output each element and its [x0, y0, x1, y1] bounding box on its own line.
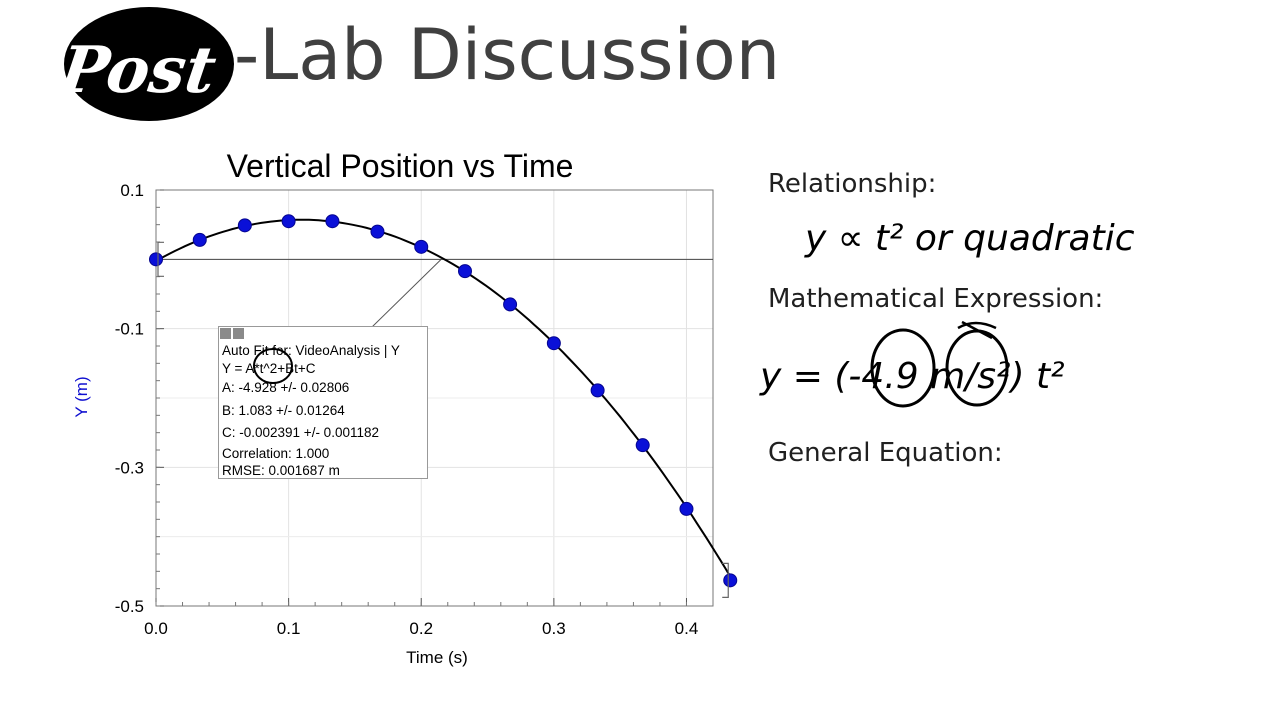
data-point[interactable]: [149, 252, 163, 267]
y-axis-label: Y (m): [72, 376, 91, 417]
data-point[interactable]: [458, 264, 473, 279]
general-equation-label: General Equation:: [768, 438, 1003, 468]
post-logo: Post: [63, 7, 234, 121]
data-point[interactable]: [237, 218, 252, 233]
x-tick-label: 0.4: [675, 619, 699, 638]
minimize-icon[interactable]: [233, 328, 244, 339]
data-point[interactable]: [590, 383, 605, 398]
data-point[interactable]: [503, 297, 518, 312]
relationship-label: Relationship:: [768, 169, 937, 199]
x-axis-label: Time (s): [406, 648, 468, 667]
y-tick-label: 0.1: [120, 181, 144, 200]
x-tick-label: 0.1: [277, 619, 301, 638]
ink-circle-units: [870, 328, 936, 408]
fit-header: Auto Fit for: VideoAnalysis | Y: [222, 343, 400, 358]
data-point[interactable]: [679, 501, 694, 516]
fit-param-c: C: -0.002391 +/- 0.001182: [222, 425, 379, 441]
data-point[interactable]: [414, 239, 429, 254]
relationship-handwriting: y ∝ t² or quadratic: [804, 218, 1135, 259]
svg-text:Post: Post: [63, 33, 221, 108]
x-tick-label: 0.0: [144, 619, 168, 638]
fit-rmse: RMSE: 0.001687 m: [222, 463, 340, 479]
fit-leader-line: [371, 258, 442, 328]
data-point[interactable]: [192, 232, 207, 247]
ink-scribble: [957, 320, 997, 340]
position-time-chart: 0.0 0.1 0.2 0.3 0.4 0.1 -0.1 -0.3 -0.5 Time (s)…: [72, 181, 738, 667]
range-bracket-left: [157, 241, 164, 277]
data-point[interactable]: [281, 214, 296, 229]
data-point[interactable]: [546, 336, 561, 351]
expression-handwriting: y = (-4.9 m/s²) t²: [759, 356, 1065, 397]
y-tick-label: -0.3: [115, 458, 144, 477]
expression-label: Mathematical Expression:: [768, 284, 1104, 314]
fit-box-controls[interactable]: [220, 328, 246, 346]
x-tick-label: 0.2: [409, 619, 433, 638]
range-bracket-right: [722, 562, 729, 598]
fit-param-b: B: 1.083 +/- 0.01264: [222, 402, 345, 418]
data-point[interactable]: [723, 573, 738, 588]
fit-param-a: A: -4.928 +/- 0.02806: [222, 380, 350, 396]
fit-correlation: Correlation: 1.000: [222, 445, 330, 461]
x-tick-label: 0.3: [542, 619, 566, 638]
data-point[interactable]: [635, 438, 650, 453]
fit-equation: Y = A*t^2+Bt+C: [222, 360, 316, 376]
close-icon[interactable]: [220, 328, 231, 339]
auto-fit-box[interactable]: Auto Fit for: VideoAnalysis | Y Y = A*t^…: [218, 326, 428, 479]
data-points: [149, 214, 738, 588]
ink-circle-t2: [945, 329, 1009, 407]
data-point[interactable]: [325, 214, 340, 229]
x-axis: 0.0 0.1 0.2 0.3 0.4: [144, 598, 714, 638]
slide-title: -Lab Discussion: [234, 14, 781, 96]
chart-title: Vertical Position vs Time: [226, 148, 574, 184]
y-tick-label: -0.1: [115, 320, 144, 339]
y-tick-label: -0.5: [115, 597, 144, 616]
data-point[interactable]: [370, 224, 385, 239]
y-axis: 0.1 -0.1 -0.3 -0.5: [115, 181, 164, 616]
